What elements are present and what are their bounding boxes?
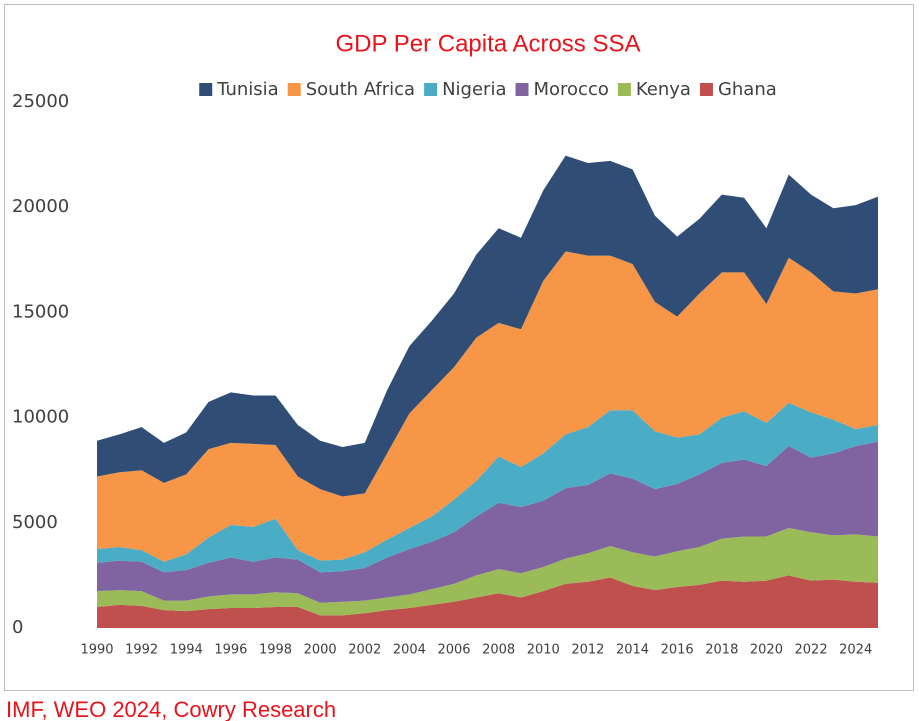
- x-tick-label: 1990: [80, 643, 113, 658]
- x-tick-label: 2008: [482, 643, 515, 658]
- x-tick-label: 2020: [750, 643, 783, 658]
- legend-label: Nigeria: [442, 79, 506, 100]
- legend-swatch: [424, 83, 438, 96]
- legend-label: Ghana: [718, 79, 777, 100]
- area: [97, 251, 878, 562]
- y-tick-label: 20000: [12, 196, 69, 217]
- legend-swatch: [699, 83, 713, 96]
- x-tick-label: 2022: [795, 643, 828, 658]
- legend-swatch: [199, 83, 213, 96]
- legend-label: Kenya: [636, 79, 691, 100]
- area: [97, 575, 878, 628]
- y-tick-label: 0: [12, 617, 23, 638]
- y-tick-label: 10000: [12, 407, 69, 428]
- x-tick-label: 1996: [214, 643, 247, 658]
- x-tick-label: 2004: [393, 643, 426, 658]
- y-tick-label: 15000: [12, 301, 69, 322]
- area: [97, 155, 878, 497]
- x-tick-label: 2014: [616, 643, 649, 658]
- chart-title: GDP Per Capita Across SSA: [335, 30, 640, 57]
- legend-swatch: [515, 83, 529, 96]
- y-tick-label: 25000: [12, 91, 69, 112]
- area: [97, 441, 878, 603]
- x-tick-label: 2006: [437, 643, 470, 658]
- legend-swatch: [287, 83, 301, 96]
- x-tick-label: 2016: [661, 643, 694, 658]
- source-note: IMF, WEO 2024, Cowry Research: [6, 697, 336, 721]
- legend: Tunisia South Africa Nigeria Morocco Kenya Gh…: [199, 79, 777, 100]
- x-tick-label: 1998: [259, 643, 292, 658]
- x-tick-label: 2010: [527, 643, 560, 658]
- x-tick-label: 2024: [839, 643, 872, 658]
- y-tick-label: 5000: [12, 512, 58, 533]
- x-tick-label: 2002: [348, 643, 381, 658]
- x-tick-label: 1994: [170, 643, 203, 658]
- x-tick-label: 2018: [705, 643, 738, 658]
- legend-label: Tunisia: [216, 79, 279, 100]
- x-tick-label: 2012: [571, 643, 604, 658]
- area: [97, 528, 878, 616]
- x-tick-label: 1992: [125, 643, 158, 658]
- legend-swatch: [617, 83, 631, 96]
- x-tick-label: 2000: [304, 643, 337, 658]
- legend-label: South Africa: [306, 79, 415, 100]
- area: [97, 402, 878, 573]
- legend-label: Morocco: [534, 79, 609, 100]
